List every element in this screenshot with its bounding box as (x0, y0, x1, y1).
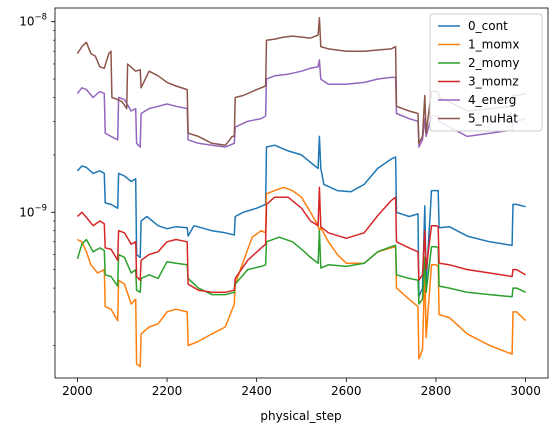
x-tick-label: 2600 (331, 384, 362, 398)
y-tick-label: 10−8 (19, 13, 47, 29)
x-axis: 2000 2200 2400 2600 2800 3000 (62, 378, 541, 398)
y-axis: 10−9 10−8 (19, 13, 55, 346)
legend-label-4: 4_energ (468, 93, 516, 107)
x-tick-label: 2000 (62, 384, 93, 398)
legend-label-5: 5_nuHat (468, 112, 518, 126)
series-line-3 (76, 186, 526, 294)
legend-box (429, 13, 543, 132)
series-line-2 (76, 229, 526, 305)
legend-label-1: 1_momx (468, 38, 519, 52)
x-tick-label: 2400 (241, 384, 272, 398)
x-tick-label: 2800 (421, 384, 452, 398)
series-line-1 (77, 186, 527, 368)
legend-label-3: 3_momz (468, 75, 519, 89)
series-line-0 (76, 135, 526, 298)
legend: 0_cont 1_momx 2_momy 3_momz 4_energ 5_nuHat (429, 13, 543, 132)
x-tick-label: 3000 (510, 384, 541, 398)
legend-label-2: 2_momy (468, 56, 519, 70)
series-line-5 (76, 16, 526, 146)
series-layer (76, 16, 527, 368)
y-tick-label: 10−9 (19, 203, 47, 219)
plot-frame (54, 7, 549, 379)
x-tick-label: 2200 (152, 384, 183, 398)
x-axis-label: physical_step (260, 409, 341, 423)
legend-label-0: 0_cont (468, 19, 508, 33)
